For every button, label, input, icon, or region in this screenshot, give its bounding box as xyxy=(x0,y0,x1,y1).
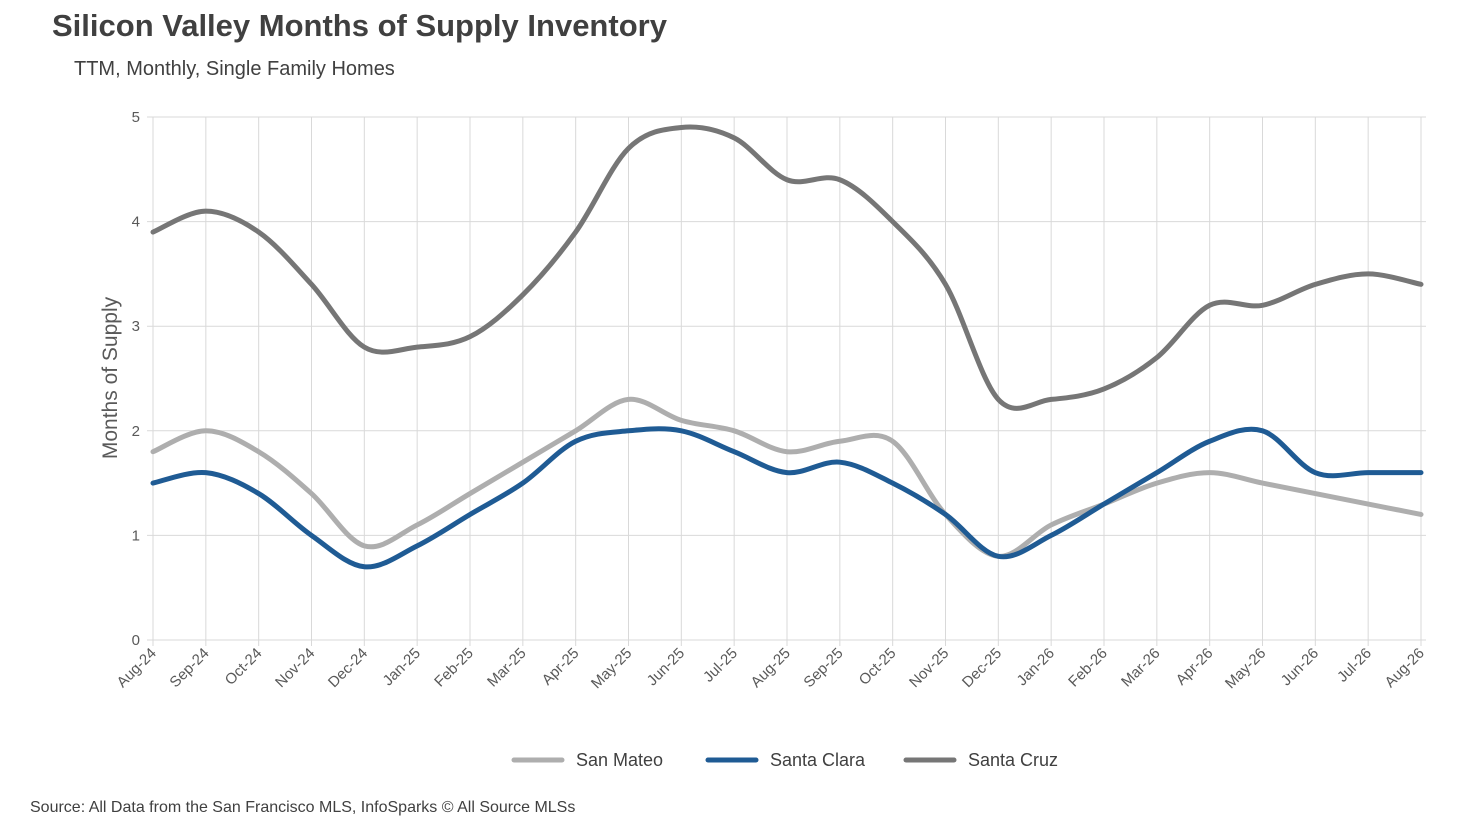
y-tick-label: 2 xyxy=(132,423,140,440)
series-line-santa-clara xyxy=(150,426,1424,570)
x-tick-label: Oct-24 xyxy=(222,645,266,689)
x-tick-label: Aug-24 xyxy=(114,645,160,691)
source-note: Source: All Data from the San Francisco … xyxy=(30,799,576,816)
x-tick-label: May-26 xyxy=(1222,645,1269,692)
chart-title: Silicon Valley Months of Supply Inventor… xyxy=(52,8,667,43)
x-tick-label: Dec-25 xyxy=(959,645,1005,691)
x-tick-label: Apr-25 xyxy=(539,645,583,689)
x-tick-label: Jul-26 xyxy=(1334,645,1375,686)
series-lines xyxy=(150,124,1424,570)
y-tick-label: 4 xyxy=(132,214,140,231)
x-tick-label: Jan-26 xyxy=(1014,645,1058,689)
x-tick-label: Jun-25 xyxy=(644,645,688,689)
x-tick-label: Aug-25 xyxy=(748,645,794,691)
x-tick-label: Apr-26 xyxy=(1173,645,1217,689)
chart-subtitle: TTM, Monthly, Single Family Homes xyxy=(74,58,395,80)
legend-label-san-mateo: San Mateo xyxy=(576,750,663,770)
legend-label-santa-cruz: Santa Cruz xyxy=(968,750,1058,770)
grid-lines xyxy=(147,116,1426,646)
y-tick-label: 5 xyxy=(132,109,140,126)
x-tick-label: Feb-25 xyxy=(431,645,477,691)
x-tick-label: Mar-26 xyxy=(1118,645,1164,691)
x-tick-label: Jul-25 xyxy=(700,645,741,686)
y-tick-label: 1 xyxy=(132,527,140,544)
x-tick-label: Feb-26 xyxy=(1065,645,1111,691)
x-tick-label: Sep-24 xyxy=(166,645,212,691)
x-tick-label: May-25 xyxy=(588,645,635,692)
x-tick-label: Oct-25 xyxy=(856,645,900,689)
x-tick-label: Nov-25 xyxy=(906,645,952,691)
series-line-santa-cruz xyxy=(150,124,1424,411)
legend: San Mateo Santa Clara Santa Cruz xyxy=(511,750,1058,770)
x-tick-label: Nov-24 xyxy=(272,645,318,691)
y-axis-label: Months of Supply xyxy=(99,296,122,459)
x-tick-label: Sep-25 xyxy=(800,645,846,691)
legend-label-santa-clara: Santa Clara xyxy=(770,750,866,770)
x-tick-label: Jan-25 xyxy=(380,645,424,689)
y-tick-label: 3 xyxy=(132,318,140,335)
x-tick-label: Dec-24 xyxy=(325,645,371,691)
series-line-san-mateo xyxy=(150,396,1424,559)
x-tick-label: Jun-26 xyxy=(1278,645,1322,689)
x-tick-label: Aug-26 xyxy=(1382,645,1428,691)
y-tick-label: 0 xyxy=(132,632,140,649)
x-tick-label: Mar-25 xyxy=(484,645,530,691)
